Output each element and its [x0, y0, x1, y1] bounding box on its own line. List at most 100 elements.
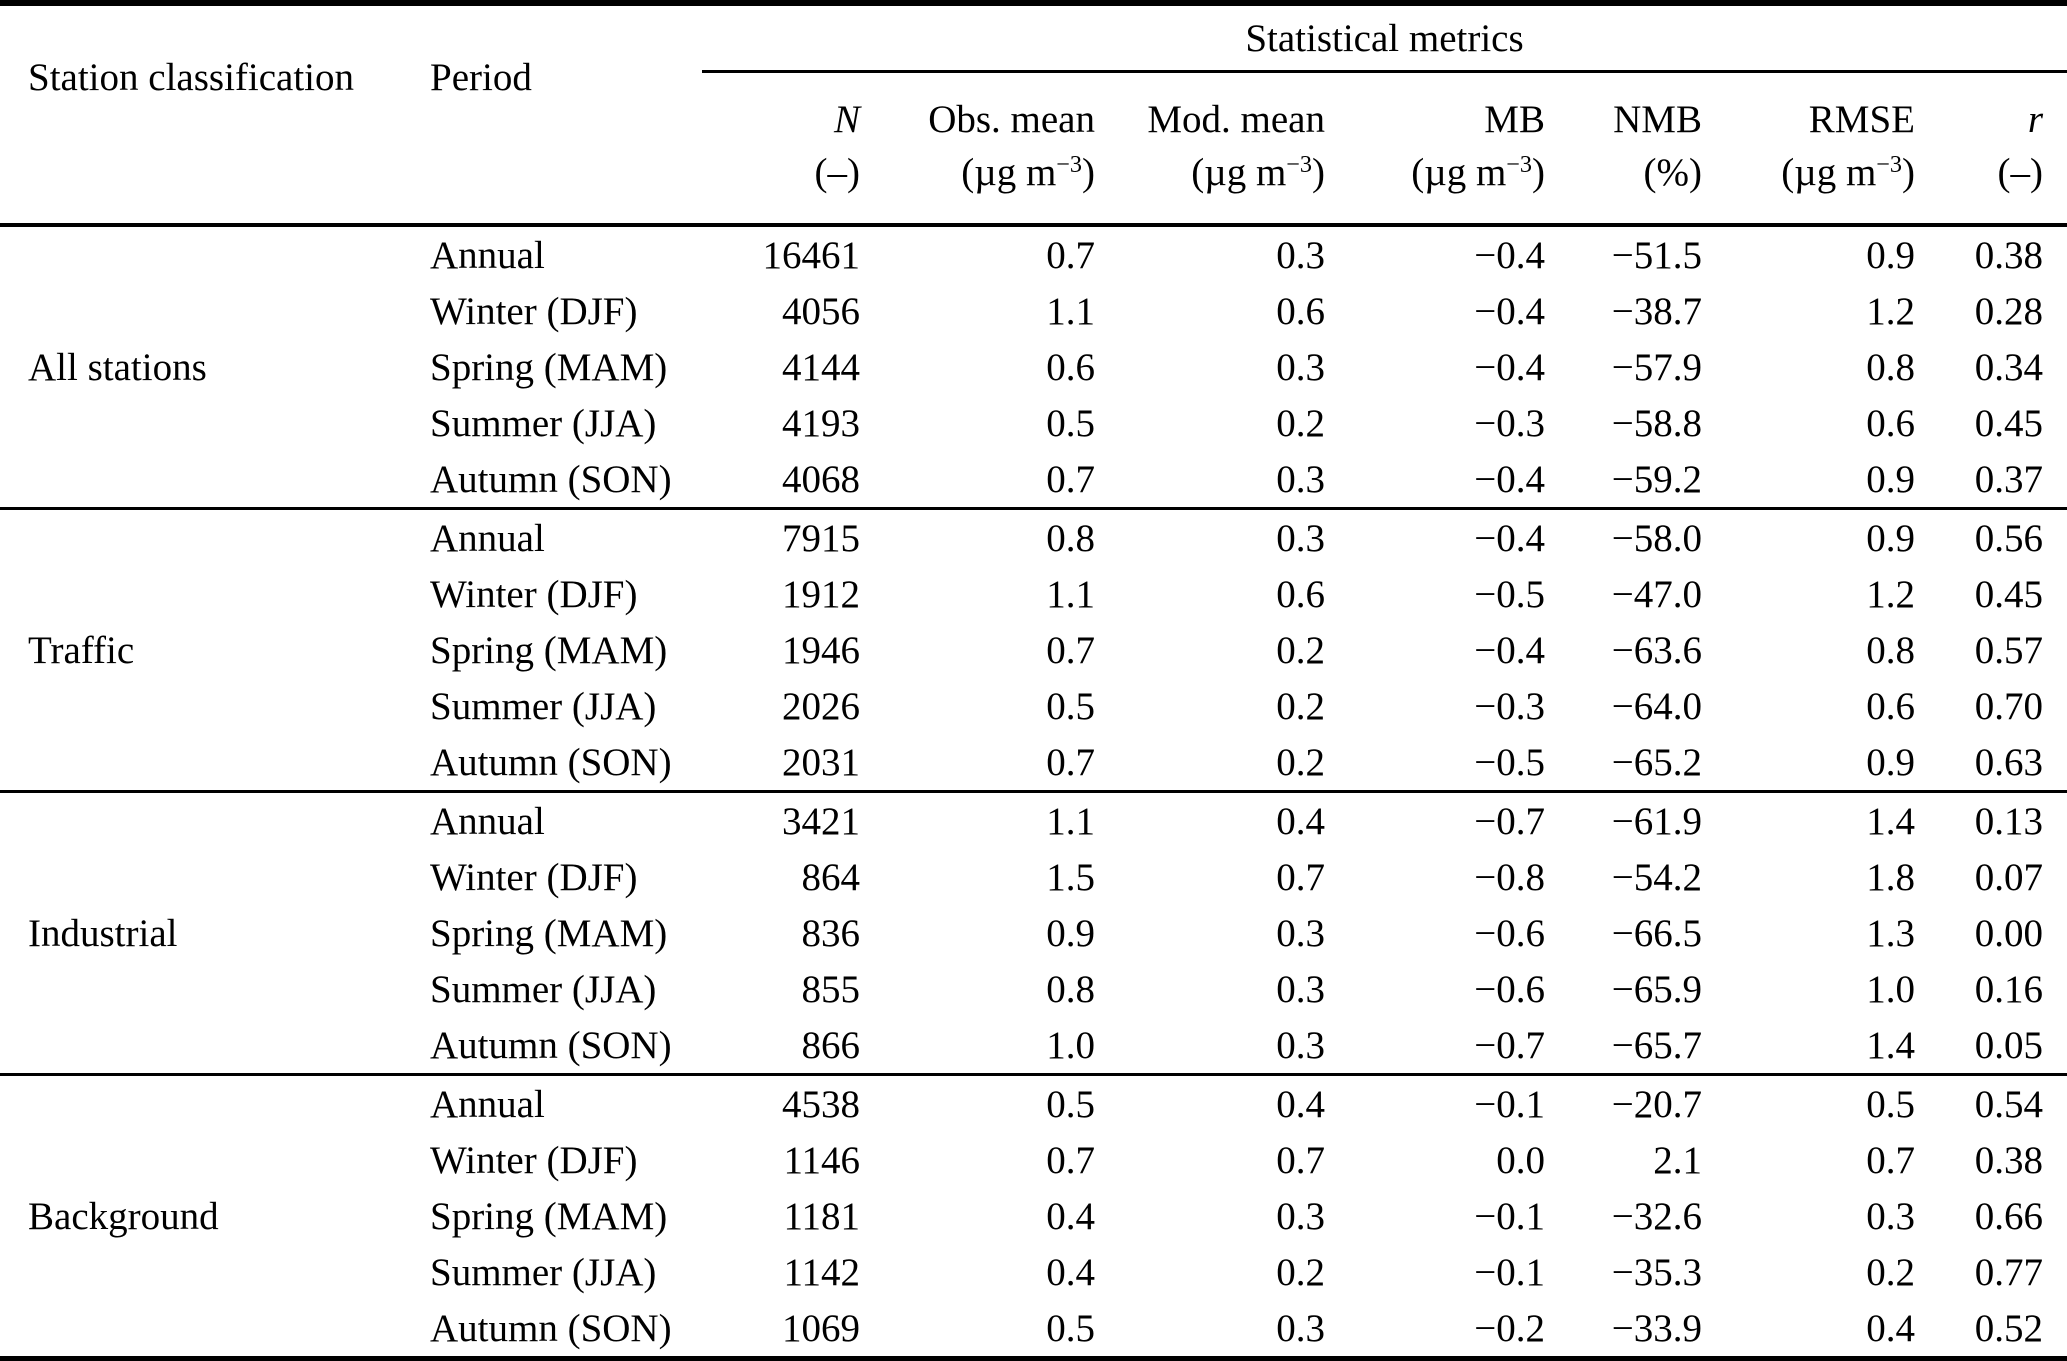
unit-exponent: −3: [1876, 150, 1902, 178]
col-header-station-classification: Station classification: [28, 56, 355, 99]
col-unit-mb: (µg m−3): [1411, 150, 1545, 194]
cell-n: 4538: [782, 1082, 860, 1126]
cell-obs_mean: 0.5: [1046, 401, 1095, 445]
cell-nmb: −65.2: [1611, 740, 1702, 784]
cell-period: Summer (JJA): [430, 967, 657, 1011]
cell-obs_mean: 0.9: [1046, 911, 1095, 955]
cell-mod_mean: 0.4: [1276, 799, 1325, 843]
col-header-mod_mean: Mod. mean: [1147, 98, 1325, 141]
col-header-rmse: RMSE: [1808, 98, 1915, 141]
table-row: Spring (MAM) 1946 0.7 0.2 −0.4 −63.6 0.8 0.57: [0, 622, 2067, 678]
cell-mb: −0.2: [1474, 1306, 1545, 1350]
col-header-period: Period: [430, 56, 532, 99]
table-row: Winter (DJF) 4056 1.1 0.6 −0.4 −38.7 1.2 0.28: [0, 283, 2067, 339]
cell-obs_mean: 1.0: [1046, 1023, 1095, 1067]
cell-rmse: 1.4: [1866, 1023, 1915, 1067]
cell-mb: −0.6: [1474, 967, 1545, 1011]
cell-period: Annual: [430, 1082, 545, 1126]
cell-mb: −0.1: [1474, 1082, 1545, 1126]
group-label: Industrial: [28, 911, 178, 955]
cell-nmb: −20.7: [1611, 1082, 1702, 1126]
cell-obs_mean: 1.1: [1046, 799, 1095, 843]
cell-n: 1181: [783, 1194, 860, 1238]
cell-obs_mean: 0.8: [1046, 516, 1095, 560]
cell-period: Winter (DJF): [430, 1138, 638, 1182]
cell-r: 0.66: [1974, 1194, 2043, 1238]
cell-mod_mean: 0.3: [1276, 457, 1325, 501]
cell-n: 1946: [782, 628, 860, 672]
cell-mb: −0.6: [1474, 911, 1545, 955]
cell-mod_mean: 0.3: [1276, 345, 1325, 389]
cell-r: 0.16: [1974, 967, 2043, 1011]
table-row: Autumn (SON) 4068 0.7 0.3 −0.4 −59.2 0.9 0.37: [0, 451, 2067, 509]
unit-exponent: −3: [1286, 150, 1312, 178]
table-row: All stations Annual 16461 0.7 0.3 −0.4 −51.5 0.…: [0, 225, 2067, 387]
cell-mb: 0.0: [1496, 1138, 1545, 1182]
table-row: Summer (JJA) 1142 0.4 0.2 −0.1 −35.3 0.2 0.77: [0, 1244, 2067, 1300]
cell-mb: −0.3: [1474, 684, 1545, 728]
cell-period: Spring (MAM): [430, 1194, 668, 1238]
cell-r: 0.07: [1974, 855, 2043, 899]
cell-period: Autumn (SON): [430, 1023, 672, 1067]
cell-obs_mean: 1.1: [1046, 289, 1095, 333]
cell-n: 4144: [782, 345, 860, 389]
cell-period: Winter (DJF): [430, 855, 638, 899]
cell-n: 2031: [782, 740, 860, 784]
col-unit-n: (–): [814, 151, 860, 194]
cell-obs_mean: 0.5: [1046, 1306, 1095, 1350]
cell-r: 0.37: [1974, 457, 2043, 501]
cell-rmse: 0.9: [1866, 740, 1915, 784]
col-unit-r: (–): [1997, 151, 2043, 194]
table-row: Summer (JJA) 4193 0.5 0.2 −0.3 −58.8 0.6 0.45: [0, 395, 2067, 451]
cell-r: 0.77: [1974, 1250, 2043, 1294]
cell-mod_mean: 0.3: [1276, 233, 1325, 277]
cell-r: 0.54: [1974, 1082, 2043, 1126]
header-row-metric-units: (–) (µg m−3) (µg m−3) (µg m−3) (%) (µg m−3) (–…: [0, 143, 2067, 225]
cell-obs_mean: 0.7: [1046, 628, 1095, 672]
cell-period: Winter (DJF): [430, 289, 638, 333]
cell-nmb: −35.3: [1611, 1250, 1702, 1294]
cell-r: 0.00: [1974, 911, 2043, 955]
cell-period: Spring (MAM): [430, 345, 668, 389]
cell-r: 0.45: [1974, 401, 2043, 445]
cell-r: 0.38: [1974, 233, 2043, 277]
cell-period: Annual: [430, 233, 545, 277]
cell-obs_mean: 0.7: [1046, 740, 1095, 784]
cell-mb: −0.1: [1474, 1250, 1545, 1294]
cell-mb: −0.4: [1474, 345, 1545, 389]
cell-period: Autumn (SON): [430, 740, 672, 784]
cell-mb: −0.4: [1474, 516, 1545, 560]
cell-n: 836: [801, 911, 861, 955]
group-label: Background: [28, 1194, 219, 1238]
cell-rmse: 1.3: [1866, 911, 1915, 955]
cell-rmse: 0.9: [1866, 516, 1915, 560]
cell-n: 3421: [782, 799, 860, 843]
cell-period: Spring (MAM): [430, 628, 668, 672]
col-unit-rmse: (µg m−3): [1781, 150, 1915, 194]
cell-n: 4193: [782, 401, 860, 445]
cell-period: Winter (DJF): [430, 572, 638, 616]
table-row: Industrial Annual 3421 1.1 0.4 −0.7 −61.9 1.4 0.…: [0, 792, 2067, 953]
cell-mb: −0.7: [1474, 1023, 1545, 1067]
cell-nmb: −33.9: [1611, 1306, 1702, 1350]
col-header-obs_mean: Obs. mean: [928, 98, 1095, 141]
unit-exponent: −3: [1056, 150, 1082, 178]
cell-mod_mean: 0.3: [1276, 1023, 1325, 1067]
cell-n: 1142: [783, 1250, 860, 1294]
cell-rmse: 0.5: [1866, 1082, 1915, 1126]
table-row: Autumn (SON) 866 1.0 0.3 −0.7 −65.7 1.4 0.05: [0, 1017, 2067, 1075]
cell-mb: −0.4: [1474, 289, 1545, 333]
cell-rmse: 1.4: [1866, 799, 1915, 843]
cell-mod_mean: 0.3: [1276, 911, 1325, 955]
cell-mod_mean: 0.3: [1276, 967, 1325, 1011]
table-row: Winter (DJF) 1912 1.1 0.6 −0.5 −47.0 1.2 0.45: [0, 566, 2067, 622]
cell-period: Summer (JJA): [430, 684, 657, 728]
cell-period: Summer (JJA): [430, 1250, 657, 1294]
cell-mb: −0.8: [1474, 855, 1545, 899]
cell-mb: −0.1: [1474, 1194, 1545, 1238]
cell-mod_mean: 0.3: [1276, 516, 1325, 560]
cell-mb: −0.5: [1474, 572, 1545, 616]
cell-period: Annual: [430, 799, 545, 843]
cell-obs_mean: 0.5: [1046, 684, 1095, 728]
cell-mod_mean: 0.2: [1276, 684, 1325, 728]
